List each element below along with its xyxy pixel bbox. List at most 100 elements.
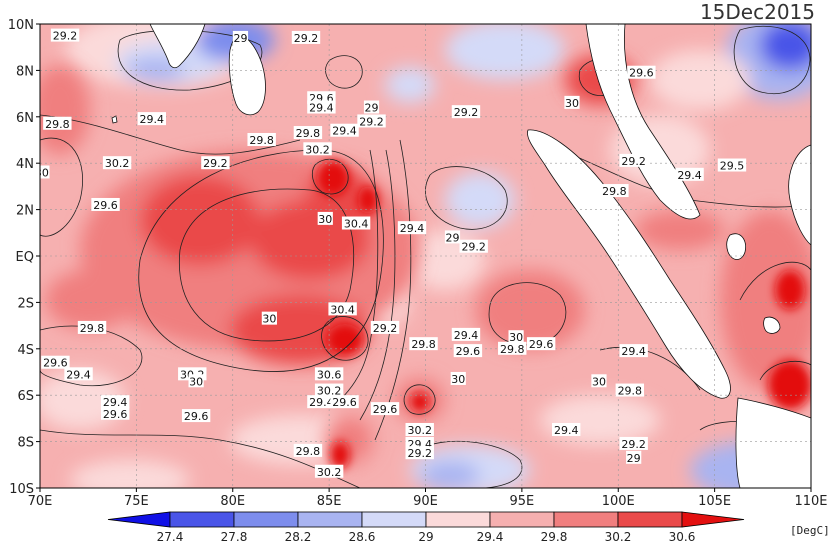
contour-label: 30.2 bbox=[405, 423, 434, 437]
contour-label-bg bbox=[600, 184, 629, 198]
contour-label-bg bbox=[370, 402, 400, 416]
contour-label-text: 30 bbox=[262, 313, 276, 326]
contour-label-text: 29.8 bbox=[296, 445, 321, 458]
contour-label-text: 29.4 bbox=[677, 169, 702, 182]
contour-label: 29.4 bbox=[397, 221, 427, 235]
contour-label-text: 29.6 bbox=[103, 408, 128, 421]
contour-label: 29.2 bbox=[619, 436, 648, 451]
contour-label-bg bbox=[41, 355, 70, 369]
contour-label-text: 29.5 bbox=[720, 160, 745, 173]
contour-label-bg bbox=[397, 221, 427, 235]
contour-label-bg bbox=[508, 330, 524, 344]
contour-label-bg bbox=[675, 167, 704, 181]
contour-label-bg bbox=[50, 28, 80, 42]
lat-tick-label: 4S bbox=[17, 343, 34, 358]
contour-label: 29.4 bbox=[307, 395, 336, 409]
contour-label: 29.2 bbox=[291, 30, 321, 45]
contour-label-bg bbox=[330, 395, 359, 409]
contour-label-text: 30 bbox=[318, 213, 332, 226]
contour-label: 29.4 bbox=[675, 167, 704, 182]
contour-label-bg bbox=[317, 211, 333, 225]
contour-label-bg bbox=[314, 367, 344, 381]
colorbar-tick-label: 30.2 bbox=[605, 530, 632, 544]
contour-label-bg bbox=[450, 371, 466, 385]
contour-label-text: 30.2 bbox=[317, 385, 342, 398]
contour-label-bg bbox=[77, 320, 107, 334]
contour-label-text: 29.4 bbox=[332, 125, 357, 138]
contour-label-text: 29.2 bbox=[621, 155, 646, 168]
contour-label: 29.4 bbox=[451, 327, 481, 342]
contour-label-bg bbox=[293, 443, 323, 457]
contour-label-text: 30.2 bbox=[305, 143, 330, 156]
colorbar-segment bbox=[617, 511, 683, 528]
contour-label: 30 bbox=[450, 371, 466, 386]
contour-label-text: 29.4 bbox=[454, 329, 479, 342]
contour-label-bg bbox=[627, 65, 656, 79]
colorbar-segment bbox=[297, 511, 363, 528]
contour-label-bg bbox=[303, 142, 332, 156]
contour-label-text: 29.4 bbox=[309, 396, 334, 409]
lon-tick-label: 105E bbox=[698, 494, 731, 509]
contour-label: 30.2 bbox=[303, 142, 332, 156]
contour-label: 30 bbox=[591, 374, 607, 388]
contour-label: 29 bbox=[444, 230, 461, 244]
contour-label-bg bbox=[102, 156, 132, 170]
contour-label: 29.8 bbox=[77, 320, 107, 335]
contour-label: 29.2 bbox=[619, 153, 648, 168]
contour-label-bg bbox=[615, 383, 645, 397]
contour-label-text: 29.2 bbox=[53, 30, 78, 43]
colorbar-tick-label: 29 bbox=[418, 530, 433, 544]
contour-label: 30.4 bbox=[341, 216, 371, 231]
contour-label-bg bbox=[370, 320, 400, 334]
contour-label-bg bbox=[459, 239, 488, 253]
contour-label-bg bbox=[328, 302, 357, 316]
contour-label-text: 30.4 bbox=[330, 303, 355, 316]
contour-label-bg bbox=[91, 197, 120, 211]
sst-hot-cores bbox=[317, 160, 811, 469]
contour-label-text: 30 bbox=[509, 331, 523, 344]
lat-tick-label: 4N bbox=[16, 157, 34, 172]
colorbar-unit-label: [DegC] bbox=[790, 524, 830, 537]
contour-label-text: 30.2 bbox=[407, 424, 432, 437]
lon-tick-label: 95E bbox=[509, 494, 534, 509]
contour-label: 29.8 bbox=[600, 184, 629, 198]
contour-label-bg bbox=[43, 116, 72, 130]
contour-label: 29.8 bbox=[409, 337, 438, 351]
contour-label-text: 29 bbox=[365, 102, 379, 115]
contour-label-bg bbox=[232, 30, 249, 44]
contour-label-text: 29.8 bbox=[500, 343, 525, 356]
contour-label: 29.8 bbox=[247, 133, 276, 147]
contour-label: 29.2 bbox=[405, 446, 434, 460]
contour-label-bg bbox=[626, 450, 642, 464]
lat-tick-label: 10S bbox=[9, 482, 34, 497]
contour-label-bg bbox=[552, 423, 581, 436]
contour-label: 29.2 bbox=[50, 28, 80, 43]
colorbar-tick-label: 29.4 bbox=[477, 530, 504, 544]
contour-label: 29.6 bbox=[100, 406, 130, 421]
contour-label: 29.8 bbox=[498, 341, 527, 356]
land-belitung bbox=[763, 316, 781, 334]
contour-label: 29.4 bbox=[64, 367, 93, 381]
land-masses bbox=[111, 24, 811, 488]
contour-label: 29.2 bbox=[370, 320, 400, 335]
contour-label: 29.4 bbox=[100, 395, 130, 409]
lon-tick-label: 110E bbox=[794, 494, 827, 509]
colorbar-tick-label: 28.2 bbox=[285, 530, 312, 544]
contour-label: 29.2 bbox=[459, 239, 488, 254]
contour-label: 29 bbox=[232, 30, 249, 45]
lon-axis: 70E 75E 80E 85E 90E 95E 100E 105E 110E bbox=[28, 488, 828, 509]
contour-label: 30 bbox=[40, 165, 50, 179]
contour-label: 29.4 bbox=[552, 423, 581, 437]
contour-label-text: 29.8 bbox=[45, 118, 70, 131]
lat-tick-label: 2N bbox=[16, 204, 34, 219]
contour-label-text: 29.4 bbox=[309, 102, 334, 115]
contour-label-text: 29.8 bbox=[296, 127, 321, 140]
contour-label-bg bbox=[188, 374, 204, 388]
contour-label: 29.6 bbox=[41, 355, 70, 370]
contour-label-bg bbox=[405, 446, 434, 460]
contour-label-text: 29.8 bbox=[618, 385, 643, 398]
colorbar-segment bbox=[489, 511, 555, 528]
lat-tick-label: 10N bbox=[8, 18, 34, 33]
contour-label-bg bbox=[451, 105, 481, 119]
